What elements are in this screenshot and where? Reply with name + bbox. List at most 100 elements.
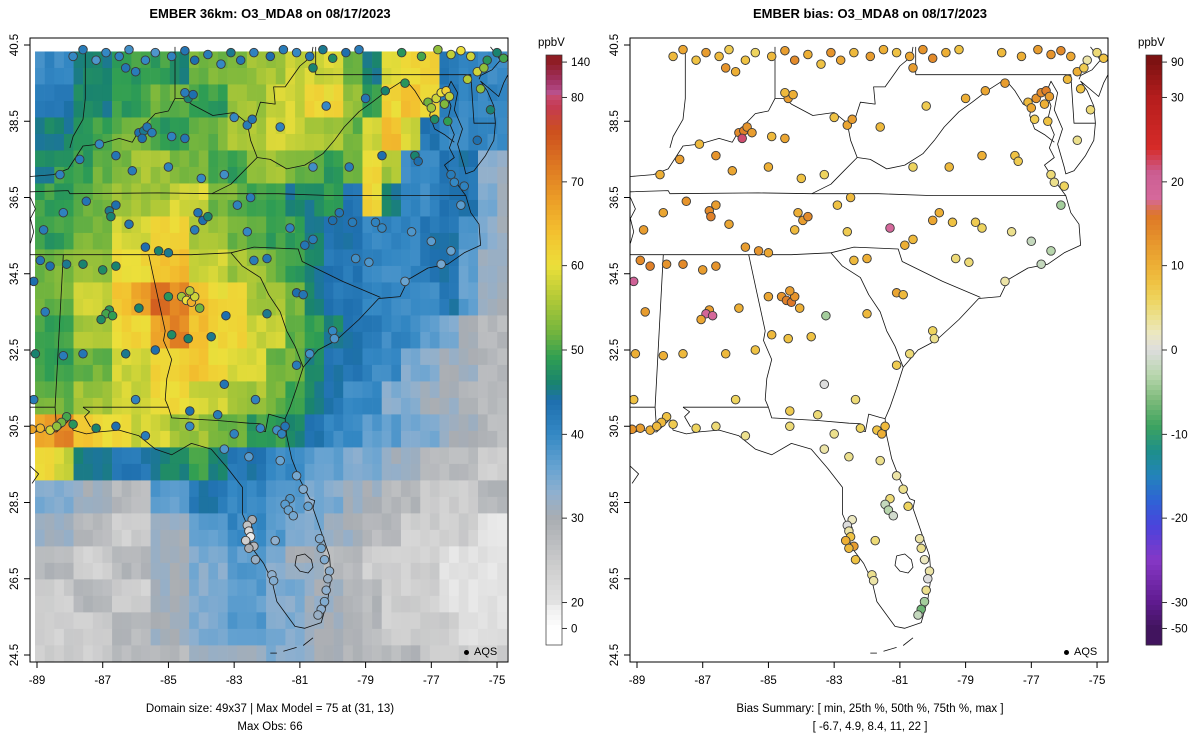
raster-cell	[189, 150, 200, 168]
raster-cell	[63, 150, 74, 168]
raster-cell	[343, 381, 354, 399]
raster-cell	[256, 513, 267, 531]
raster-cell	[429, 67, 440, 85]
raster-cell	[333, 282, 344, 300]
raster-cell	[218, 265, 228, 283]
raster-cell	[333, 381, 344, 399]
colorbar-segment	[1146, 275, 1162, 281]
raster-cell	[189, 117, 200, 135]
raster-cell	[92, 364, 103, 382]
colorbar-segment	[1146, 125, 1162, 131]
aqs-site-dot	[327, 326, 338, 336]
raster-cell	[246, 430, 257, 448]
aqs-site-dot	[645, 261, 655, 271]
aqs-site-dot	[106, 211, 116, 222]
raster-cell	[420, 199, 431, 217]
raster-cell	[400, 480, 411, 498]
raster-cell	[343, 513, 354, 531]
raster-cell	[112, 480, 122, 498]
raster-cell	[246, 51, 257, 69]
raster-cell	[63, 430, 74, 448]
raster-cell	[439, 447, 450, 465]
raster-cell	[362, 447, 373, 465]
raster-cell	[372, 480, 383, 498]
aqs-site-dot	[364, 257, 374, 268]
aqs-site-dot	[1013, 156, 1023, 167]
raster-cell	[487, 612, 498, 630]
raster-cell	[54, 480, 65, 498]
raster-cell	[102, 447, 113, 465]
raster-cell	[63, 447, 74, 465]
aqs-site-dot	[185, 286, 195, 296]
colorbar-segment	[1146, 185, 1162, 191]
raster-cell	[372, 562, 383, 580]
colorbar-segment	[1146, 630, 1162, 636]
raster-cell	[362, 579, 373, 597]
raster-cell	[237, 183, 248, 201]
raster-cell	[333, 117, 344, 135]
raster-cell	[420, 513, 431, 531]
raster-cell	[372, 529, 383, 547]
raster-cell	[352, 447, 363, 465]
raster-cell	[131, 315, 142, 333]
raster-cell	[285, 414, 296, 432]
raster-cell	[487, 249, 498, 267]
raster-cell	[218, 150, 228, 168]
raster-cell	[266, 397, 277, 415]
aqs-site-dot	[891, 471, 902, 481]
raster-cell	[63, 166, 74, 184]
raster-cell	[35, 232, 45, 250]
colorbar-segment	[546, 230, 562, 236]
raster-cell	[227, 480, 238, 498]
aqs-site-dot	[766, 131, 777, 142]
raster-cell	[208, 67, 219, 85]
raster-cell	[266, 216, 277, 234]
raster-cell	[218, 249, 228, 267]
raster-cell	[208, 496, 219, 514]
raster-cell	[478, 117, 488, 135]
raster-cell	[83, 397, 94, 415]
raster-cell	[131, 463, 142, 481]
raster-cell	[410, 100, 421, 118]
border-line	[811, 157, 858, 195]
aqs-site-dot	[498, 53, 508, 64]
raster-cell	[449, 364, 460, 382]
raster-cell	[218, 612, 228, 630]
raster-cell	[246, 628, 257, 646]
raster-cell	[449, 381, 460, 399]
raster-cell	[54, 67, 65, 85]
raster-cell	[150, 67, 161, 85]
aqs-site-dot	[711, 421, 721, 432]
raster-cell	[381, 216, 392, 234]
raster-cell	[478, 645, 488, 662]
raster-cell	[352, 645, 363, 662]
raster-cell	[352, 496, 363, 514]
raster-cell	[266, 595, 277, 613]
aqs-site-dot	[203, 49, 213, 60]
raster-cell	[83, 595, 94, 613]
raster-cell	[400, 331, 411, 349]
raster-cell	[468, 117, 479, 135]
colorbar-segment	[546, 615, 562, 621]
raster-cell	[102, 265, 113, 283]
raster-cell	[478, 348, 488, 366]
raster-cell	[160, 199, 171, 217]
raster-cell	[410, 67, 421, 85]
aqs-site-dot	[189, 55, 200, 65]
aqs-site-dot	[111, 200, 121, 210]
raster-cell	[429, 315, 440, 333]
raster-cell	[198, 232, 209, 250]
raster-cell	[468, 645, 479, 662]
raster-cell	[227, 232, 238, 250]
raster-cell	[92, 331, 103, 349]
raster-cell	[429, 133, 440, 151]
raster-cell	[295, 529, 305, 547]
colorbar-segment	[1146, 545, 1162, 551]
raster-cell	[208, 381, 219, 399]
raster-cell	[227, 579, 238, 597]
raster-cell	[449, 331, 460, 349]
raster-cell	[227, 645, 238, 662]
raster-cell	[63, 480, 74, 498]
aqs-site-dot	[1006, 227, 1017, 237]
raster-cell	[237, 463, 248, 481]
